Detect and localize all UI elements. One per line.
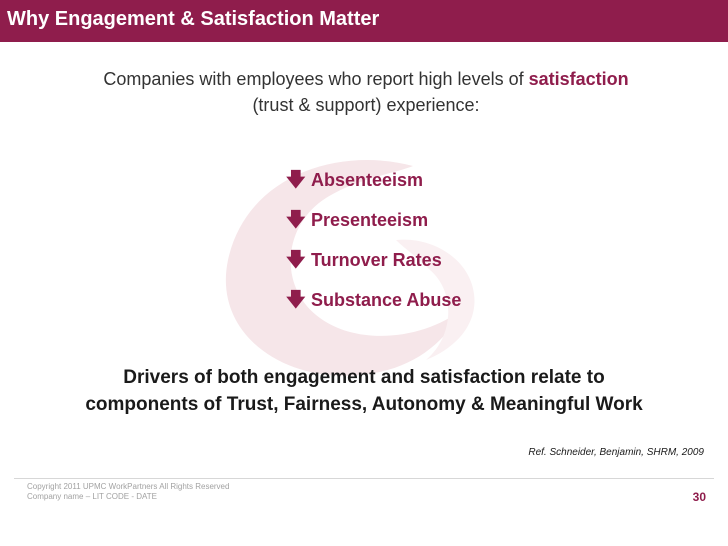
slide-title: Why Engagement & Satisfaction Matter <box>7 8 380 30</box>
effect-item-presenteeism: 🡇 Presenteeism <box>286 210 461 250</box>
intro-line-1: Companies with employees who report high… <box>36 66 696 92</box>
swoosh-watermark-icon <box>225 160 475 376</box>
reference-citation: Ref. Schneider, Benjamin, SHRM, 2009 <box>528 447 704 458</box>
arrow-down-icon: 🡇 <box>286 250 306 271</box>
drivers-statement: Drivers of both engagement and satisfact… <box>20 364 708 418</box>
copyright-line-1: Copyright 2011 UPMC WorkPartners All Rig… <box>27 482 230 491</box>
effects-list: 🡇 Absenteeism 🡇 Presenteeism 🡇 Turnover Rat… <box>286 170 461 330</box>
effect-item-substance-abuse: 🡇 Substance Abuse <box>286 290 461 330</box>
effect-item-turnover-rates: 🡇 Turnover Rates <box>286 250 461 290</box>
footer-divider <box>14 478 714 479</box>
effect-label: Absenteeism <box>311 170 424 190</box>
effect-label: Turnover Rates <box>311 250 442 270</box>
intro-highlight: satisfaction <box>528 69 629 89</box>
intro-line-2: (trust & support) experience: <box>252 95 480 115</box>
copyright-line-2: Company name – LIT CODE - DATE <box>27 492 157 501</box>
page-number: 30 <box>692 490 706 504</box>
drivers-line-2: components of Trust, Fairness, Autonomy … <box>85 394 643 415</box>
title-bar: Why Engagement & Satisfaction Matter <box>0 0 728 42</box>
drivers-line-1: Drivers of both engagement and satisfact… <box>123 367 605 388</box>
intro-text-start: Companies with employees who report high… <box>103 69 529 89</box>
intro-text: Companies with employees who report high… <box>36 66 696 118</box>
effect-label: Substance Abuse <box>311 290 462 310</box>
arrow-down-icon: 🡇 <box>286 290 306 311</box>
arrow-down-icon: 🡇 <box>286 170 306 191</box>
copyright-notice: Copyright 2011 UPMC WorkPartners All Rig… <box>27 482 229 502</box>
effect-label: Presenteeism <box>311 210 429 230</box>
effect-item-absenteeism: 🡇 Absenteeism <box>286 170 461 210</box>
arrow-down-icon: 🡇 <box>286 210 306 231</box>
